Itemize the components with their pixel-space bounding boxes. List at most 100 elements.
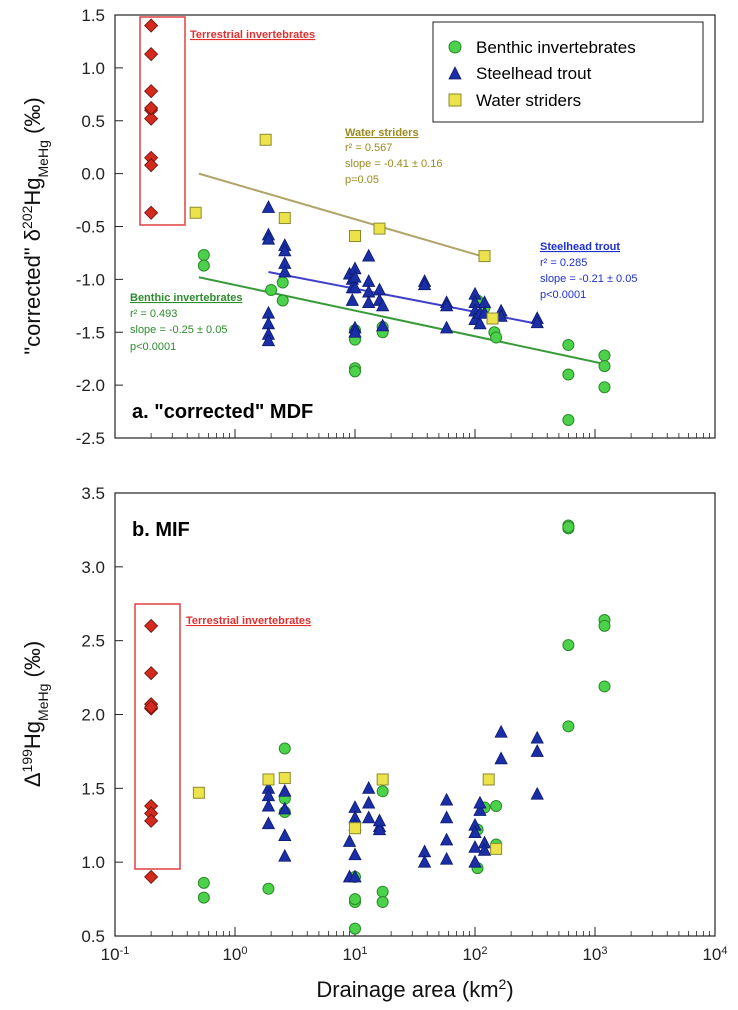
data-point xyxy=(598,360,611,373)
data-point xyxy=(278,771,291,784)
data-point xyxy=(562,414,575,427)
data-point xyxy=(348,869,362,883)
data-point xyxy=(473,795,487,809)
data-point xyxy=(478,250,491,263)
y-tick-label: 0.5 xyxy=(81,112,105,131)
data-point xyxy=(473,316,487,330)
data-point xyxy=(494,724,508,738)
data-point xyxy=(261,816,276,830)
data-point xyxy=(345,293,359,306)
data-point xyxy=(494,751,508,765)
annotation-water-title: Water striders xyxy=(345,127,419,139)
data-point xyxy=(375,318,390,332)
panel-a-terrestrial-label: Terrestrial invertebrates xyxy=(190,29,315,41)
data-point xyxy=(417,854,432,868)
data-point xyxy=(192,786,205,799)
y-tick-label: 1.0 xyxy=(81,59,105,78)
y-tick-label: -2.0 xyxy=(76,376,105,395)
panel-b-y-axis-main: Hg xyxy=(20,721,45,749)
data-point xyxy=(348,280,362,294)
data-point xyxy=(473,803,487,816)
panel-a-data-points xyxy=(144,18,611,427)
data-point xyxy=(276,276,289,289)
annotation-water-striders: Water striders r² = 0.567 slope = -0.41 … xyxy=(345,127,442,186)
data-point xyxy=(261,231,276,245)
data-point xyxy=(482,773,495,786)
legend: Benthic invertebrates Steelhead trout Wa… xyxy=(432,21,704,123)
panel-b: 3.53.02.52.01.51.00.5 10-1 100 101 102 103 10… xyxy=(19,484,728,1002)
data-point xyxy=(362,780,376,794)
data-point xyxy=(598,619,611,632)
data-point xyxy=(439,792,454,806)
data-point xyxy=(342,834,357,847)
panel-a-y-ticks: 1.5 1.0 0.5 0.0 -0.5 -1.0 -1.5 -2.0 -2.5 xyxy=(76,6,123,448)
y-tick-label: 0.0 xyxy=(81,165,105,184)
data-point xyxy=(362,248,376,262)
data-point xyxy=(278,783,292,797)
y-tick-label: 3.0 xyxy=(81,558,105,577)
data-point xyxy=(144,111,159,126)
panel-b-plot-frame xyxy=(114,492,716,937)
data-point xyxy=(144,47,159,62)
x-tick-exp: 3 xyxy=(601,945,607,957)
data-point xyxy=(375,298,390,312)
data-point xyxy=(262,882,275,895)
x-tick-label: 10-1 xyxy=(101,945,130,964)
data-point xyxy=(278,828,292,841)
data-point xyxy=(376,773,389,786)
data-point xyxy=(144,618,159,633)
data-point xyxy=(259,133,272,146)
data-point xyxy=(144,158,159,173)
data-point xyxy=(144,205,159,220)
annotation-water-r2: r² = 0.567 xyxy=(345,142,392,154)
panel-b-y-axis-prefix: Δ xyxy=(20,772,45,787)
fit-line xyxy=(198,172,489,260)
panel-a-label: a. "corrected" MDF xyxy=(132,401,313,423)
data-point xyxy=(439,810,454,824)
data-point xyxy=(144,813,159,828)
y-tick-label: 2.5 xyxy=(81,632,105,651)
data-point xyxy=(144,869,159,884)
legend-water-label: Water striders xyxy=(476,91,581,110)
panel-b-y-axis-suffix: (‰) xyxy=(20,641,45,684)
x-tick-label: 100 xyxy=(222,945,247,964)
panel-b-y-ticks: 3.5 3.0 2.5 2.0 1.5 1.0 0.5 xyxy=(81,484,123,946)
panel-a-x-tick-marks xyxy=(114,429,716,438)
data-point xyxy=(439,832,454,846)
data-point xyxy=(261,798,276,812)
x-tick-base: 10 xyxy=(222,945,241,964)
y-tick-label: -0.5 xyxy=(76,218,105,237)
data-point xyxy=(530,315,544,329)
data-point xyxy=(276,294,289,307)
data-point xyxy=(372,813,387,827)
panel-b-data-points xyxy=(144,519,611,935)
annotation-steelhead-slope: slope = -0.21 ± 0.05 xyxy=(540,273,637,285)
panel-a-y-axis-main: Hg xyxy=(20,177,45,205)
data-point xyxy=(598,680,611,693)
legend-benthic-label: Benthic invertebrates xyxy=(476,38,636,57)
data-point xyxy=(490,331,503,344)
x-axis-title-main: Drainage area (km xyxy=(316,977,498,1002)
x-tick-exp: -1 xyxy=(120,945,130,957)
data-point xyxy=(530,786,544,800)
data-point xyxy=(362,795,376,809)
data-point xyxy=(197,259,210,272)
legend-benthic-marker xyxy=(448,40,462,54)
data-point xyxy=(530,744,544,757)
annotation-steelhead-r2: r² = 0.285 xyxy=(540,257,587,269)
x-tick-exp: 2 xyxy=(481,945,487,957)
data-point xyxy=(278,801,292,815)
data-point xyxy=(278,212,291,225)
data-point xyxy=(362,295,376,309)
data-point xyxy=(278,742,291,755)
x-tick-label: 104 xyxy=(702,945,727,964)
x-tick-label: 101 xyxy=(342,945,367,964)
annotation-benthic-invertebrates: Benthic invertebrates r² = 0.493 slope =… xyxy=(130,292,242,353)
annotation-benthic-r2: r² = 0.493 xyxy=(130,308,177,320)
data-point xyxy=(417,277,432,291)
data-point xyxy=(265,283,278,296)
x-tick-exp: 4 xyxy=(721,945,727,957)
data-point xyxy=(349,922,361,935)
data-point xyxy=(144,100,159,116)
